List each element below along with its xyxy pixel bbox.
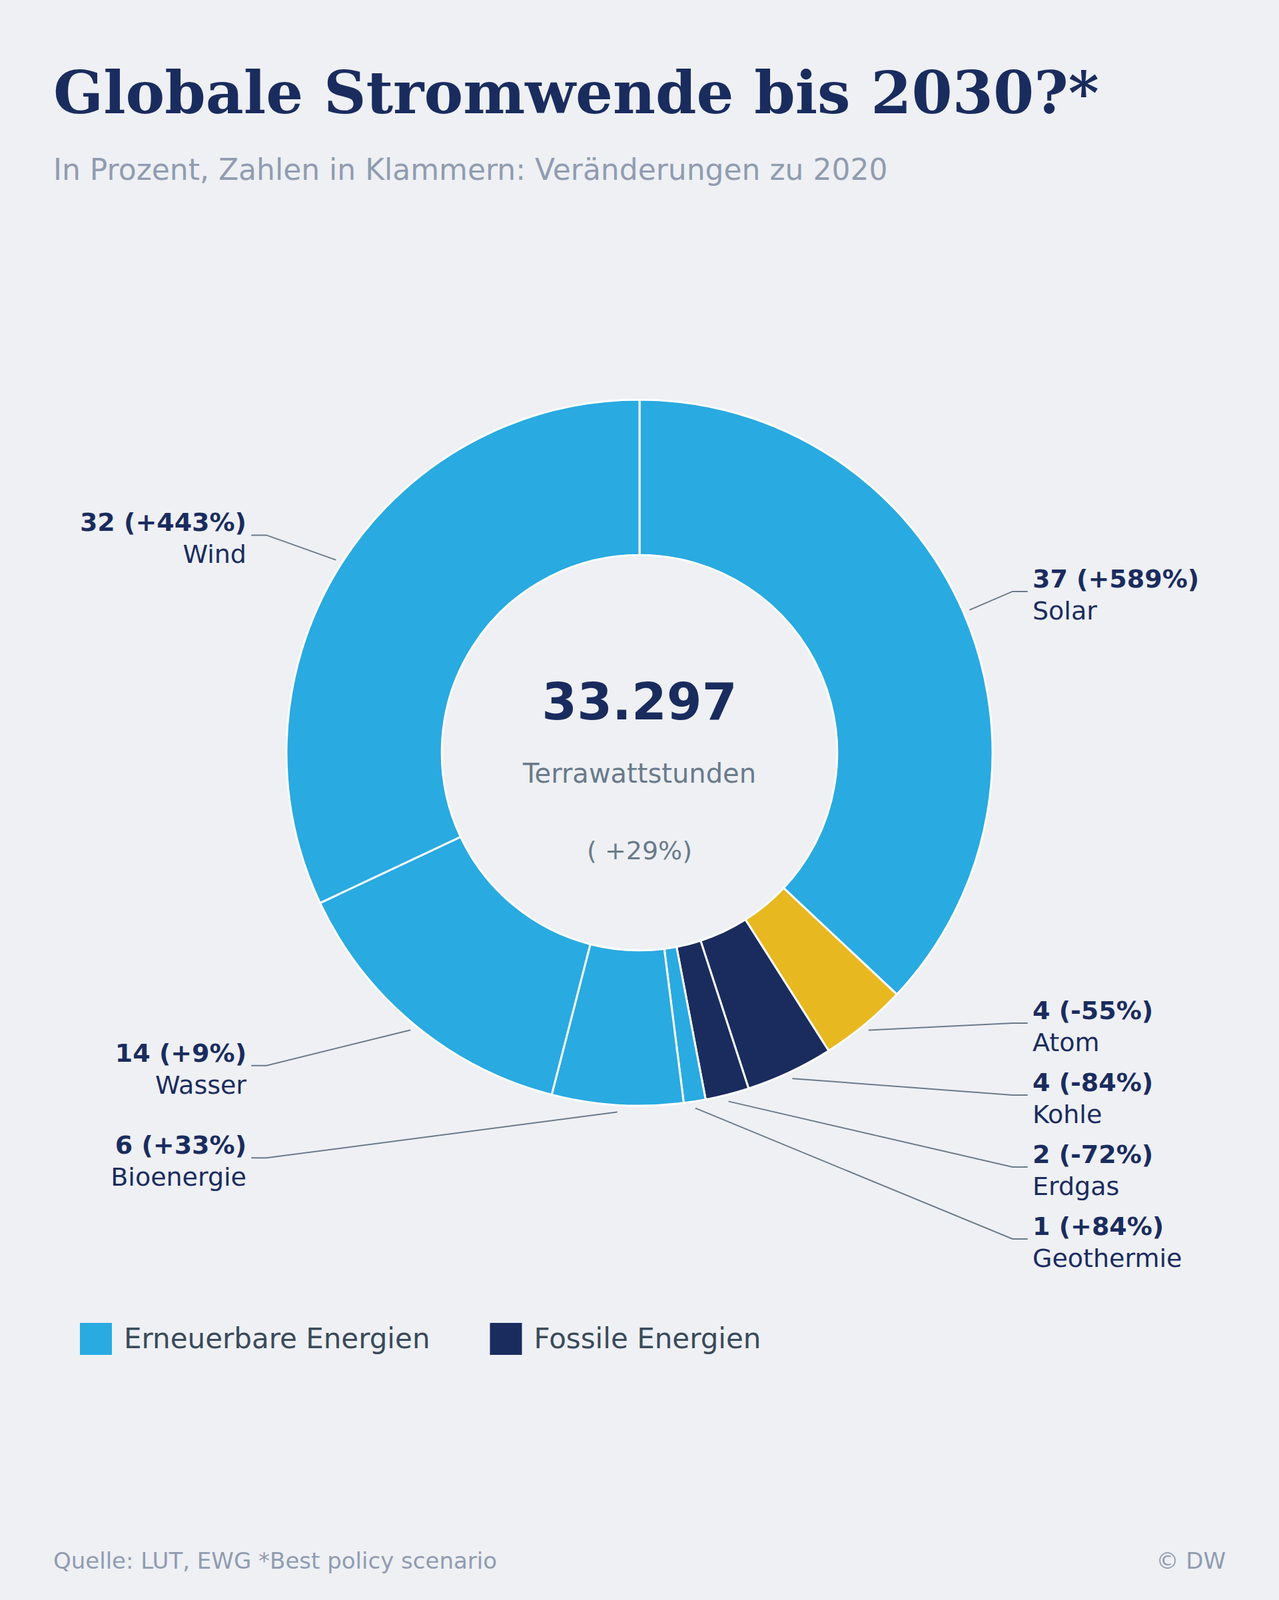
category-label: Bioenergie xyxy=(110,1162,247,1192)
leader-line xyxy=(969,591,1028,610)
leader-line xyxy=(696,1108,1028,1240)
data-label: 4 (-55%) xyxy=(1032,995,1154,1026)
leader-line xyxy=(869,1023,1028,1031)
donut-segment xyxy=(286,399,640,904)
data-label: 1 (+84%) xyxy=(1032,1211,1164,1242)
data-label: 6 (+33%) xyxy=(115,1130,247,1160)
category-label: Solar xyxy=(1032,596,1098,626)
legend-label: Erneuerbare Energien xyxy=(123,1322,431,1355)
category-label: Wind xyxy=(182,539,247,569)
category-label: Erdgas xyxy=(1032,1171,1120,1202)
title: Globale Stromwende bis 2030?* xyxy=(53,57,1100,128)
category-label: Atom xyxy=(1032,1027,1100,1058)
center-label: Terrawattstunden xyxy=(522,758,757,789)
chart: Globale Stromwende bis 2030?* In Prozent,… xyxy=(0,0,1279,1600)
data-label: 37 (+589%) xyxy=(1032,564,1200,594)
data-label: 4 (-84%) xyxy=(1032,1067,1154,1098)
legend: Erneuerbare Energien Fossile Energien xyxy=(79,1322,761,1355)
labels: 37 (+589%)Solar 4 (-55%)Atom 4 (-84%)Kohle… xyxy=(79,507,1200,1274)
legend-swatch xyxy=(490,1322,523,1355)
data-label: 14 (+9%) xyxy=(115,1038,247,1068)
legend-swatch xyxy=(79,1322,112,1355)
leader-line xyxy=(251,534,336,560)
background xyxy=(0,0,1279,1600)
leader-line xyxy=(251,1112,617,1159)
donut xyxy=(286,399,993,1106)
leader-line xyxy=(728,1101,1028,1168)
subtitle: In Prozent, Zahlen in Klammern: Veränder… xyxy=(53,152,888,187)
legend-label: Fossile Energien xyxy=(534,1322,762,1355)
copyright: © DW xyxy=(1155,1547,1226,1575)
category-label: Wasser xyxy=(155,1070,247,1100)
leader-line xyxy=(792,1078,1028,1096)
leader-line xyxy=(251,1030,410,1066)
category-label: Kohle xyxy=(1032,1099,1102,1130)
center-value: 33.297 xyxy=(541,672,737,732)
center-label: ( +29%) xyxy=(586,836,693,866)
category-label: Geothermie xyxy=(1032,1243,1182,1274)
data-label: 32 (+443%) xyxy=(79,507,247,537)
source: Quelle: LUT, EWG *Best policy scenario xyxy=(53,1547,497,1575)
data-label: 2 (-72%) xyxy=(1032,1139,1154,1170)
